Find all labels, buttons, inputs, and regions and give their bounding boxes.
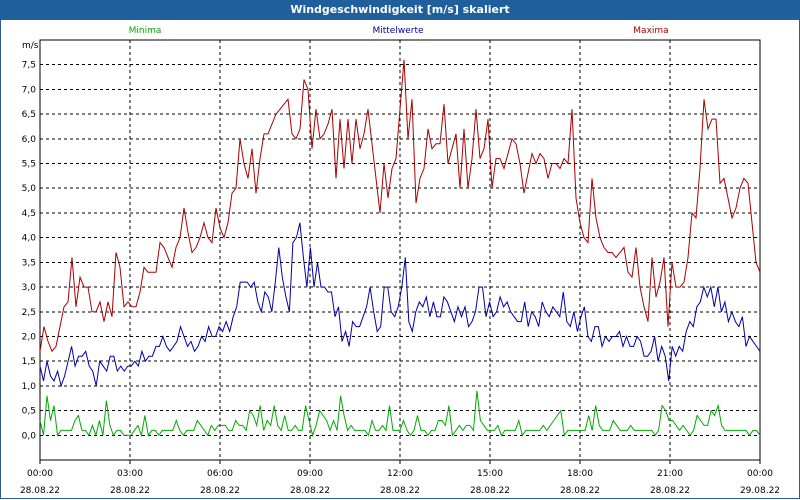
x-tick-time: 00:00 bbox=[747, 469, 773, 479]
x-tick-time: 12:00 bbox=[387, 469, 413, 479]
x-tick-time: 15:00 bbox=[477, 469, 503, 479]
x-tick-date: 28.08.22 bbox=[560, 486, 600, 496]
axes bbox=[39, 39, 761, 464]
y-tick-label: 0,5 bbox=[22, 407, 36, 417]
y-tick-label: 4,0 bbox=[22, 234, 37, 244]
y-axis-label: m/s bbox=[22, 41, 39, 51]
x-tick-time: 03:00 bbox=[117, 469, 143, 479]
y-tick-label: 7,5 bbox=[22, 61, 36, 71]
x-tick-date: 28.08.22 bbox=[290, 486, 330, 496]
x-tick-time: 00:00 bbox=[27, 469, 53, 479]
x-tick-date: 28.08.22 bbox=[110, 486, 150, 496]
y-tick-label: 0,0 bbox=[22, 431, 37, 441]
series-line-minima bbox=[39, 390, 761, 438]
y-tick-label: 2,5 bbox=[22, 308, 36, 318]
x-tick-date: 28.08.22 bbox=[200, 486, 240, 496]
x-tick-time: 21:00 bbox=[657, 469, 683, 479]
x-tick-time: 18:00 bbox=[567, 469, 593, 479]
legend-entry-mittelwerte: Mittelwerte bbox=[372, 26, 423, 36]
y-tick-label: 3,0 bbox=[22, 283, 37, 293]
x-tick-date: 28.08.22 bbox=[470, 486, 510, 496]
y-tick-label: 4,5 bbox=[22, 209, 36, 219]
y-tick-label: 1,0 bbox=[22, 382, 37, 392]
x-tick-date: 28.08.22 bbox=[650, 486, 690, 496]
series-lines bbox=[39, 59, 761, 438]
series-line-mittelwerte bbox=[39, 222, 761, 388]
grid bbox=[40, 40, 760, 460]
y-tick-label: 1,5 bbox=[22, 357, 36, 367]
y-tick-label: 6,5 bbox=[22, 110, 36, 120]
x-tick-date: 29.08.22 bbox=[740, 486, 780, 496]
y-tick-label: 7,0 bbox=[22, 85, 37, 95]
x-tick-time: 09:00 bbox=[297, 469, 323, 479]
x-tick-date: 28.08.22 bbox=[380, 486, 420, 496]
legend: Minima Mittelwerte Maxima bbox=[129, 26, 669, 36]
y-tick-label: 2,0 bbox=[22, 332, 37, 342]
y-tick-label: 5,0 bbox=[22, 184, 37, 194]
legend-entry-minima: Minima bbox=[129, 26, 162, 36]
x-tick-date: 28.08.22 bbox=[20, 486, 60, 496]
x-tick-labels: 00:00 28.08.22 03:00 28.08.22 06:00 28.08.22 0… bbox=[20, 469, 780, 496]
y-tick-label: 6,0 bbox=[22, 135, 37, 145]
y-tick-label: 3,5 bbox=[22, 258, 36, 268]
x-tick-time: 06:00 bbox=[207, 469, 233, 479]
series-line-maxima bbox=[39, 59, 761, 353]
legend-entry-maxima: Maxima bbox=[633, 26, 668, 36]
chart-title: Windgeschwindigkeit [m/s] skaliert bbox=[0, 0, 800, 20]
y-tick-labels: 0,0 0,5 1,0 1,5 2,0 2,5 3,0 3,5 4,0 4,5 5,0 5,5 6,0 6… bbox=[22, 61, 37, 442]
y-tick-label: 5,5 bbox=[22, 160, 36, 170]
plot-border bbox=[39, 39, 761, 461]
